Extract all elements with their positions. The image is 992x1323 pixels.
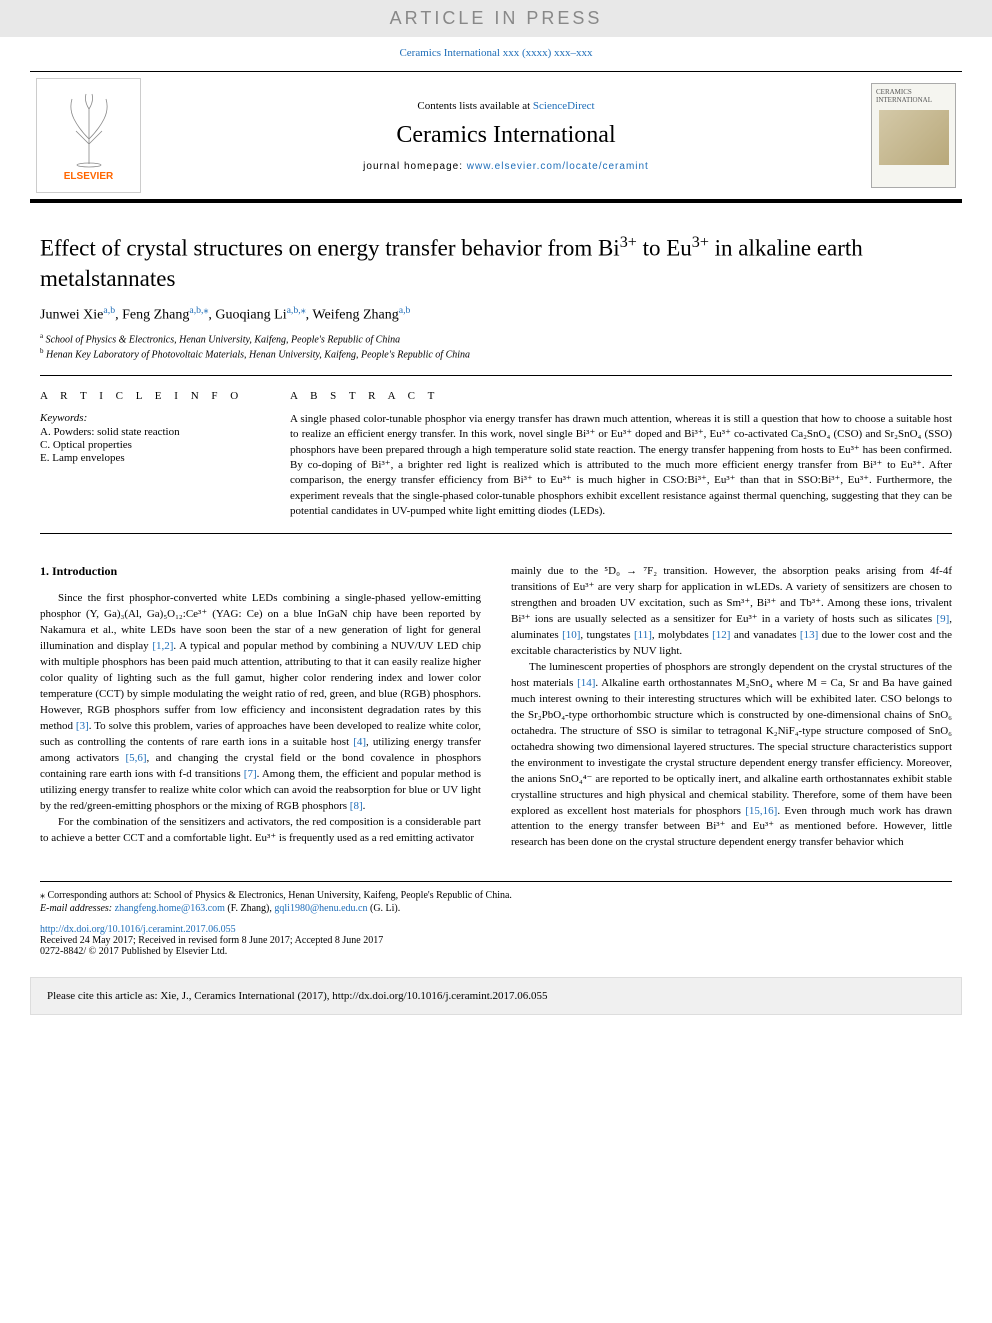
citation-box: Please cite this article as: Xie, J., Ce… — [30, 977, 962, 1015]
article-info-column: A R T I C L E I N F O Keywords: A. Powde… — [40, 390, 260, 520]
ref-3[interactable]: [3] — [76, 720, 89, 732]
right-column: mainly due to the ⁵D₀ → ⁷F₂ transition. … — [511, 564, 952, 851]
info-abstract-row: A R T I C L E I N F O Keywords: A. Powde… — [40, 390, 952, 520]
affiliation-a: a School of Physics & Electronics, Henan… — [40, 332, 952, 345]
divider-1 — [40, 375, 952, 376]
ref-12[interactable]: [12] — [712, 629, 730, 641]
lp1-b: . A typical and popular method by combin… — [40, 640, 481, 732]
ref-7[interactable]: [7] — [244, 768, 257, 780]
rp2-b: . Alkaline earth orthostannates M₂SnO₄ w… — [511, 677, 952, 817]
ref-9[interactable]: [9] — [936, 613, 949, 625]
rp1-c: , tungstates — [580, 629, 634, 641]
copyright-line: 0272-8842/ © 2017 Published by Elsevier … — [40, 946, 952, 957]
cover-title: CERAMICS INTERNATIONAL — [876, 88, 951, 104]
footer: ⁎ Corresponding authors at: School of Ph… — [40, 881, 952, 957]
left-column: 1. Introduction Since the first phosphor… — [40, 564, 481, 851]
corresponding-author: ⁎ Corresponding authors at: School of Ph… — [40, 890, 952, 901]
ref-1-2[interactable]: [1,2] — [152, 640, 173, 652]
article-in-press-banner: ARTICLE IN PRESS — [0, 0, 992, 37]
author-2: Feng Zhang — [122, 308, 189, 323]
left-para-1: Since the first phosphor-converted white… — [40, 591, 481, 814]
ref-10[interactable]: [10] — [562, 629, 580, 641]
article-title: Effect of crystal structures on energy t… — [40, 233, 952, 293]
authors-list: Junwei Xiea,b, Feng Zhanga,b,⁎, Guoqiang… — [40, 305, 952, 324]
journal-reference: Ceramics International xxx (xxxx) xxx–xx… — [0, 47, 992, 59]
author-2-corr[interactable]: ⁎ — [204, 305, 209, 316]
affil-a-text: School of Physics & Electronics, Henan U… — [46, 334, 400, 345]
sciencedirect-link[interactable]: ScienceDirect — [533, 100, 595, 112]
journal-header: ELSEVIER Contents lists available at Sci… — [30, 71, 962, 203]
keywords-label: Keywords: — [40, 412, 260, 424]
email-label: E-mail addresses: — [40, 903, 115, 914]
affil-b-text: Henan Key Laboratory of Photovoltaic Mat… — [46, 350, 470, 361]
title-sup1: 3+ — [620, 234, 637, 251]
ref-11[interactable]: [11] — [634, 629, 652, 641]
banner-text: ARTICLE IN PRESS — [390, 8, 603, 28]
author-1-aff[interactable]: a,b — [103, 305, 115, 316]
ref-13[interactable]: [13] — [800, 629, 818, 641]
contents-line: Contents lists available at ScienceDirec… — [147, 100, 865, 112]
right-para-2: The luminescent properties of phosphors … — [511, 660, 952, 851]
keyword-1: A. Powders: solid state reaction — [40, 426, 260, 438]
author-3-corr[interactable]: ⁎ — [301, 305, 306, 316]
intro-heading: 1. Introduction — [40, 564, 481, 579]
abstract-head: A B S T R A C T — [290, 390, 952, 402]
elsevier-logo-box[interactable]: ELSEVIER — [36, 78, 141, 193]
lp1-g: . — [363, 800, 366, 812]
ref-8[interactable]: [8] — [350, 800, 363, 812]
title-sup2: 3+ — [692, 234, 709, 251]
left-para-2: For the combination of the sensitizers a… — [40, 815, 481, 847]
article-body: Effect of crystal structures on energy t… — [40, 233, 952, 851]
cover-image — [879, 110, 949, 165]
elsevier-tree-icon — [54, 89, 124, 169]
abstract-column: A B S T R A C T A single phased color-tu… — [290, 390, 952, 520]
affiliation-b: b Henan Key Laboratory of Photovoltaic M… — [40, 347, 952, 360]
author-1: Junwei Xie — [40, 308, 103, 323]
author-3: Guoqiang Li — [215, 308, 286, 323]
rp1-d: , molybdates — [652, 629, 712, 641]
homepage-line: journal homepage: www.elsevier.com/locat… — [147, 161, 865, 172]
rp1-e: and vanadates — [730, 629, 799, 641]
author-4: Weifeng Zhang — [312, 308, 398, 323]
keyword-3: E. Lamp envelopes — [40, 452, 260, 464]
article-info-head: A R T I C L E I N F O — [40, 390, 260, 402]
rp1-a: mainly due to the ⁵D₀ → ⁷F₂ transition. … — [511, 565, 952, 625]
homepage-prefix: journal homepage: — [363, 161, 467, 172]
journal-name: Ceramics International — [147, 122, 865, 149]
doi-link[interactable]: http://dx.doi.org/10.1016/j.ceramint.201… — [40, 924, 236, 935]
abstract-text: A single phased color-tunable phosphor v… — [290, 412, 952, 520]
email-2-name: (G. Li). — [367, 903, 400, 914]
contents-prefix: Contents lists available at — [417, 100, 532, 112]
body-columns: 1. Introduction Since the first phosphor… — [40, 564, 952, 851]
keyword-2: C. Optical properties — [40, 439, 260, 451]
header-center: Contents lists available at ScienceDirec… — [147, 90, 865, 182]
journal-cover[interactable]: CERAMICS INTERNATIONAL — [871, 83, 956, 188]
ref-4[interactable]: [4] — [353, 736, 366, 748]
email-1-name: (F. Zhang), — [225, 903, 274, 914]
email-1[interactable]: zhangfeng.home@163.com — [115, 903, 225, 914]
divider-2 — [40, 533, 952, 534]
homepage-link[interactable]: www.elsevier.com/locate/ceramint — [467, 161, 649, 172]
elsevier-label: ELSEVIER — [64, 171, 113, 182]
email-2[interactable]: gqli1980@henu.edu.cn — [274, 903, 367, 914]
title-part1: Effect of crystal structures on energy t… — [40, 236, 620, 261]
email-line: E-mail addresses: zhangfeng.home@163.com… — [40, 903, 952, 914]
right-para-1: mainly due to the ⁵D₀ → ⁷F₂ transition. … — [511, 564, 952, 660]
ref-5-6[interactable]: [5,6] — [125, 752, 146, 764]
author-4-aff[interactable]: a,b — [399, 305, 411, 316]
author-3-aff[interactable]: a,b, — [287, 305, 301, 316]
received-line: Received 24 May 2017; Received in revise… — [40, 935, 952, 946]
ref-14[interactable]: [14] — [577, 677, 595, 689]
author-2-aff[interactable]: a,b, — [189, 305, 203, 316]
ref-15-16[interactable]: [15,16] — [745, 805, 777, 817]
title-part2: to Eu — [637, 236, 692, 261]
